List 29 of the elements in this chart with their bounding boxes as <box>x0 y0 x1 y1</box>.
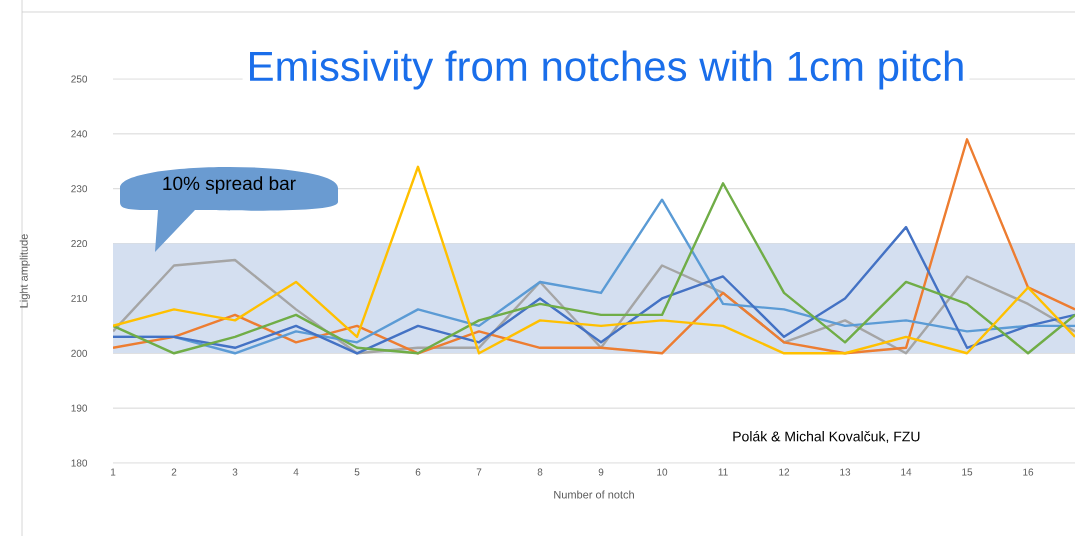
x-tick-label: 16 <box>1023 468 1034 476</box>
x-axis-title: Number of notch <box>554 490 634 499</box>
x-tick-label: 3 <box>232 468 238 476</box>
x-tick-label: 1 <box>110 468 116 476</box>
band-label: 10% spread bar <box>163 176 296 194</box>
x-tick-label: 7 <box>476 468 482 476</box>
x-tick-label: 13 <box>840 468 851 476</box>
y-tick-label: 230 <box>71 185 88 193</box>
x-tick-label: 4 <box>293 468 299 476</box>
y-tick-label: 220 <box>71 240 88 248</box>
x-tick-label: 9 <box>598 468 604 476</box>
x-tick-label: 12 <box>779 468 790 476</box>
x-tick-label: 11 <box>718 468 728 476</box>
x-tick-label: 5 <box>354 468 360 476</box>
x-tick-label: 2 <box>171 468 177 476</box>
x-tick-label: 8 <box>537 468 543 476</box>
y-tick-label: 250 <box>71 75 88 83</box>
y-tick-label: 190 <box>71 404 88 412</box>
x-tick-label: 6 <box>415 468 421 476</box>
y-tick-label: 240 <box>71 130 88 138</box>
x-tick-label: 10 <box>657 468 668 476</box>
annotation: Polák & Michal Kovalčuk, FZU <box>733 430 920 444</box>
chart-title: Emissivity from notches with 1cm pitch <box>250 50 963 90</box>
y-axis-title: Light amplitude <box>19 234 30 308</box>
x-tick-label: 15 <box>962 468 973 476</box>
y-tick-label: 200 <box>71 349 88 357</box>
y-tick-label: 180 <box>71 459 88 467</box>
y-tick-label: 210 <box>71 294 88 302</box>
x-tick-label: 14 <box>901 468 912 476</box>
